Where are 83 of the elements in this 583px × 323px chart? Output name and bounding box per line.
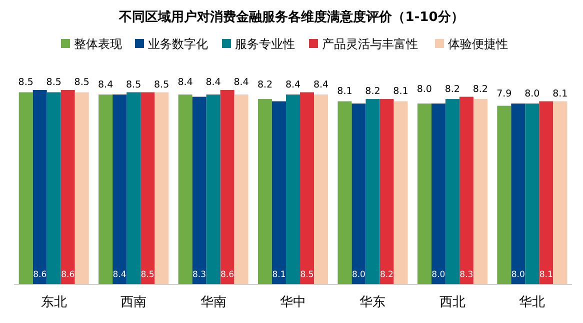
bar (539, 101, 554, 284)
bar (300, 92, 314, 284)
data-label: 8.1 (393, 86, 408, 98)
bar (286, 94, 300, 284)
data-label: 8.4 (178, 77, 193, 88)
bar (206, 94, 220, 284)
data-label: 8.1 (272, 270, 286, 280)
bar (60, 90, 75, 284)
data-label: 8.5 (74, 77, 90, 88)
bar (178, 94, 192, 284)
bar (497, 106, 512, 284)
legend-label: 整体表现 (74, 37, 122, 51)
data-label: 8.4 (206, 77, 221, 88)
data-label: 8.5 (126, 79, 142, 90)
data-label: 8.3 (192, 270, 206, 280)
bar (46, 92, 61, 284)
data-label: 8.0 (511, 270, 525, 280)
x-tick-label: 华中 (280, 295, 306, 310)
legend-label: 服务专业性 (235, 37, 295, 51)
data-label: 7.9 (496, 88, 512, 100)
data-label: 8.5 (140, 270, 154, 280)
chart-title: 不同区域用户对消费金融服务各维度满意度评价（1-10分） (118, 9, 464, 25)
bar (338, 101, 352, 284)
bar (220, 90, 234, 284)
x-tick-label: 华南 (200, 295, 226, 310)
bar (525, 104, 540, 284)
bar (32, 90, 47, 284)
data-label: 8.6 (220, 270, 234, 280)
bar (192, 96, 206, 284)
data-label: 8.4 (112, 270, 126, 280)
data-label: 8.2 (365, 86, 380, 98)
bar (140, 92, 155, 284)
bar (431, 104, 446, 284)
bar (126, 92, 141, 284)
legend-label: 体验便捷性 (448, 37, 508, 51)
bar (352, 104, 366, 284)
data-label: 8.4 (313, 79, 329, 90)
data-label: 8.2 (444, 84, 460, 95)
data-label: 8.4 (285, 79, 301, 90)
data-label: 8.3 (460, 270, 474, 280)
data-label: 8.4 (234, 77, 249, 88)
data-label: 8.0 (416, 84, 432, 95)
x-tick-label: 西北 (439, 295, 466, 310)
data-label: 8.0 (432, 270, 446, 280)
data-label: 8.1 (337, 86, 352, 98)
data-label: 8.1 (552, 88, 568, 100)
bar (74, 92, 89, 284)
data-label: 8.6 (33, 270, 47, 280)
data-label: 8.5 (300, 270, 314, 280)
bar (394, 101, 408, 284)
bar (314, 94, 328, 284)
data-label: 8.5 (18, 77, 34, 88)
bar (380, 99, 394, 284)
x-tick-label: 华东 (360, 295, 386, 310)
data-label: 8.0 (352, 270, 366, 280)
data-label: 8.5 (154, 79, 170, 90)
legend-label: 产品灵活与丰富性 (322, 37, 418, 51)
data-label: 8.0 (524, 88, 540, 100)
bar (234, 94, 248, 284)
bar (366, 99, 380, 284)
bar (272, 101, 286, 284)
data-label: 8.2 (472, 84, 488, 95)
bar (258, 99, 272, 284)
bar (445, 99, 460, 284)
data-label: 8.6 (61, 270, 75, 280)
bar (154, 92, 169, 284)
bar (112, 94, 127, 284)
data-label: 8.2 (257, 79, 273, 90)
x-tick-label: 西南 (120, 295, 147, 310)
data-label: 8.5 (46, 77, 62, 88)
bar (553, 101, 568, 284)
bar (18, 92, 33, 284)
legend-label: 业务数字化 (148, 37, 208, 51)
x-tick-label: 华北 (519, 295, 546, 310)
bar (417, 104, 432, 284)
data-label: 8.2 (380, 270, 394, 280)
bar (511, 104, 526, 284)
bar (459, 96, 474, 284)
data-label: 8.4 (98, 79, 114, 90)
data-label: 8.1 (539, 270, 553, 280)
bar (98, 94, 113, 284)
x-tick-label: 东北 (40, 295, 67, 310)
bar (473, 99, 488, 284)
